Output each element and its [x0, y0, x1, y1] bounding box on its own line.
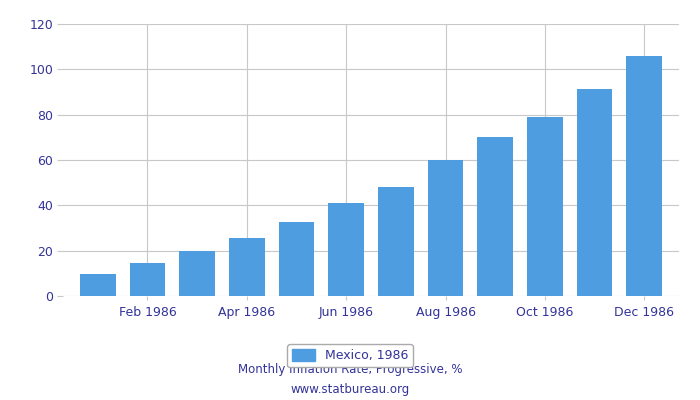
Bar — [179, 251, 215, 296]
Text: Monthly Inflation Rate, Progressive, %: Monthly Inflation Rate, Progressive, % — [238, 364, 462, 376]
Bar — [378, 187, 414, 296]
Text: www.statbureau.org: www.statbureau.org — [290, 384, 410, 396]
Legend: Mexico, 1986: Mexico, 1986 — [287, 344, 413, 367]
Bar — [130, 263, 165, 296]
Bar — [626, 56, 662, 296]
Bar — [527, 117, 563, 296]
Bar — [279, 222, 314, 296]
Bar — [428, 160, 463, 296]
Bar — [80, 274, 116, 296]
Bar — [229, 238, 265, 296]
Bar — [577, 89, 612, 296]
Bar — [328, 203, 364, 296]
Bar — [477, 137, 513, 296]
